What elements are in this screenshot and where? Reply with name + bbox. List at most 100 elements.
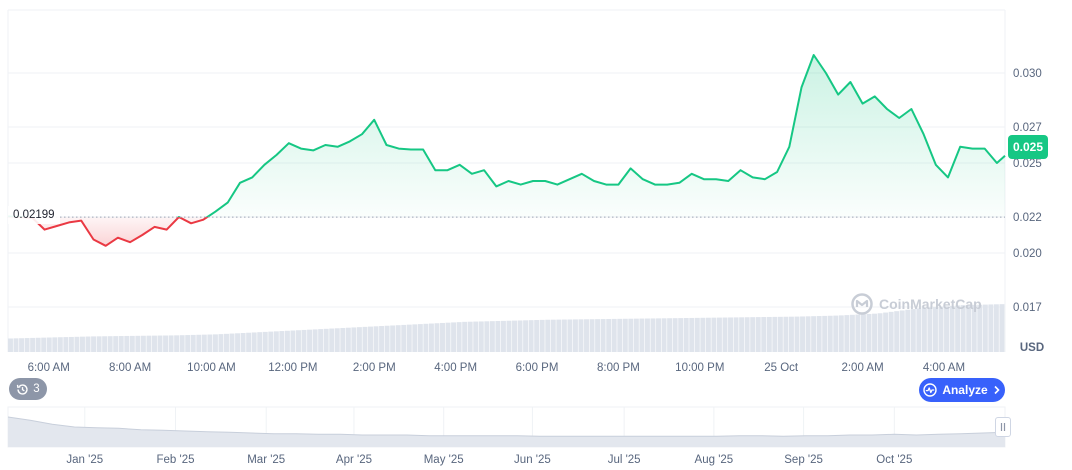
volume-bar	[949, 305, 955, 352]
volume-bar	[611, 318, 617, 352]
x-tick-label: 6:00 PM	[516, 362, 559, 374]
volume-bar	[600, 319, 606, 352]
volume-bar	[733, 317, 739, 352]
currency-label: USD	[1019, 342, 1045, 354]
volume-bar	[650, 318, 656, 352]
volume-bar	[528, 320, 534, 352]
price-line-up	[7, 54, 1006, 218]
volume-bar	[644, 318, 650, 352]
navigator-line	[7, 416, 1006, 437]
volume-bar	[406, 324, 412, 352]
volume-bar	[722, 317, 728, 352]
volume-bar	[168, 335, 174, 352]
x-tick-label: 2:00 AM	[841, 362, 883, 374]
chevron-right-icon	[994, 385, 1000, 395]
volume-bar	[74, 336, 80, 352]
watermark-text: CoinMarketCap	[879, 296, 982, 312]
volume-bar	[456, 322, 462, 352]
volume-bar	[379, 326, 385, 352]
volume-bar	[207, 334, 213, 352]
volume-bar	[301, 329, 307, 352]
volume-bar	[777, 316, 783, 352]
volume-bar	[788, 316, 794, 352]
volume-bar	[91, 336, 97, 352]
volume-bar	[451, 322, 457, 352]
volume-bar	[390, 325, 396, 352]
x-tick-label: 10:00 AM	[187, 362, 236, 374]
price-area-down	[8, 217, 1005, 246]
volume-bar	[916, 308, 922, 352]
volume-bar	[838, 315, 844, 352]
volume-bar	[428, 323, 434, 352]
volume-bar	[146, 335, 152, 352]
volume-bar	[80, 336, 85, 352]
navigator[interactable]: Jan '25 Feb '25 Mar '25 Apr '25 May '25 Jun '…	[7, 406, 1006, 466]
volume-bar	[971, 304, 977, 352]
x-tick-label: 4:00 AM	[923, 362, 965, 374]
volume-bar	[932, 307, 938, 352]
volume-bar	[639, 318, 645, 352]
watermark: CoinMarketCap	[851, 292, 982, 316]
volume-bar	[694, 317, 700, 352]
volume-bar	[41, 337, 47, 352]
volume-bar	[484, 321, 490, 352]
volume-bar	[201, 334, 207, 352]
volume-bar	[888, 311, 894, 352]
volume-bar	[899, 310, 905, 352]
volume-bar	[999, 304, 1005, 352]
volume-bar	[495, 321, 501, 352]
volume-bar	[700, 317, 706, 352]
volume-bar	[860, 314, 866, 352]
baseline-price-label: 0.02199	[8, 206, 60, 224]
volume-bar	[8, 338, 13, 352]
volume-bar	[196, 334, 202, 352]
volume-bar	[661, 318, 667, 352]
volume-bar	[218, 334, 224, 352]
y-tick-label: 0.022	[1013, 212, 1042, 224]
volume-bar	[800, 316, 805, 352]
volume-bar	[63, 337, 69, 352]
price-area	[8, 55, 1005, 246]
volume-bar	[340, 327, 346, 352]
navigator-handle[interactable]	[995, 417, 1011, 437]
volume-bar	[118, 336, 124, 352]
volume-bar	[689, 317, 695, 352]
volume-bar	[240, 333, 246, 352]
volume-bar	[883, 312, 889, 352]
volume-bar	[921, 307, 927, 352]
history-button[interactable]: 3	[9, 378, 47, 400]
volume-bar	[905, 309, 911, 352]
volume-bar	[866, 313, 872, 352]
volume-bar	[262, 331, 268, 352]
volume-bar	[401, 324, 407, 352]
volume-bar	[229, 333, 235, 352]
y-tick-label: 0.017	[1013, 302, 1042, 314]
x-tick-label: 12:00 PM	[268, 362, 317, 374]
volume-bar	[140, 335, 146, 352]
volume-bar	[955, 305, 961, 352]
analyze-button[interactable]: Analyze	[919, 378, 1005, 402]
volume-bar	[561, 319, 567, 352]
volume-bar	[567, 319, 573, 352]
volume-bar	[988, 304, 994, 352]
navigator-tick-label: Jan '25	[66, 454, 103, 466]
volume-bar	[572, 319, 578, 352]
volume-bar	[606, 318, 612, 352]
volume-bar	[318, 329, 324, 352]
navigator-area	[8, 417, 1005, 447]
volume-bar	[849, 314, 855, 352]
volume-bar	[833, 315, 839, 352]
volume-bar	[667, 318, 673, 352]
volume-bar	[910, 309, 916, 352]
volume-bar	[556, 319, 562, 352]
volume-bar	[68, 336, 74, 352]
volume-bar	[512, 320, 517, 352]
volume-bar	[816, 316, 822, 352]
volume-bar	[894, 311, 900, 352]
chart-pulse-icon	[923, 383, 938, 397]
navigator-tick-label: May '25	[424, 454, 464, 466]
volume-bar	[805, 316, 811, 352]
volume-bar	[384, 325, 390, 352]
volume-bar	[678, 318, 684, 352]
